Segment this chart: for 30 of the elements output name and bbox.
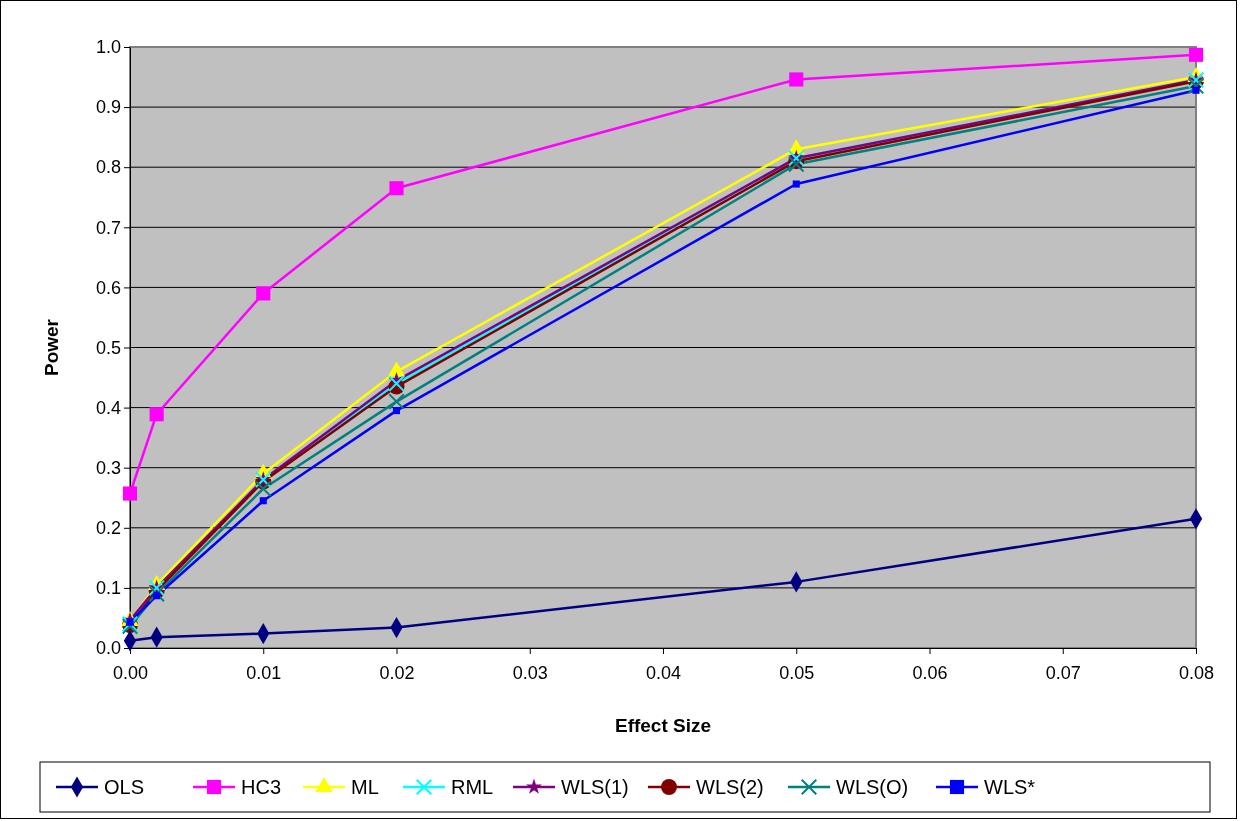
x-tick-label: 0.01 <box>246 662 282 683</box>
y-tick-label: 0.4 <box>95 397 121 418</box>
legend-label: HC3 <box>241 776 282 798</box>
y-tick-label: 0.6 <box>95 277 121 298</box>
legend-label: WLS(O) <box>836 776 909 798</box>
legend-label: WLS(2) <box>696 776 764 798</box>
x-axis-title: Effect Size <box>614 715 712 736</box>
x-tick-label: 0.02 <box>379 662 415 683</box>
y-tick-label: 0.8 <box>95 157 121 178</box>
y-tick-label: 0.9 <box>95 97 121 118</box>
x-tick-label: 0.04 <box>645 662 682 683</box>
x-tick-label: 0.05 <box>779 662 815 683</box>
x-tick-label: 0.06 <box>912 662 948 683</box>
y-tick-label: 0.7 <box>95 217 121 238</box>
x-tick-label: 0.08 <box>1178 662 1215 683</box>
y-tick-label: 0.5 <box>95 337 121 358</box>
legend-label: ML <box>351 776 379 798</box>
x-tick-label: 0.07 <box>1045 662 1081 683</box>
legend-label: OLS <box>104 776 145 798</box>
y-tick-label: 0.0 <box>95 638 121 659</box>
y-tick-label: 0.3 <box>95 457 121 478</box>
y-tick-label: 0.2 <box>95 518 121 539</box>
legend-label: WLS* <box>984 776 1036 798</box>
legend-label: WLS(1) <box>561 776 629 798</box>
x-tick-label: 0.03 <box>512 662 548 683</box>
x-tick-label: 0.00 <box>112 662 149 683</box>
y-axis-title: Power <box>41 318 62 377</box>
y-tick-label: 0.1 <box>95 578 121 599</box>
legend-label: RML <box>451 776 494 798</box>
y-tick-label: 1.0 <box>95 37 121 58</box>
